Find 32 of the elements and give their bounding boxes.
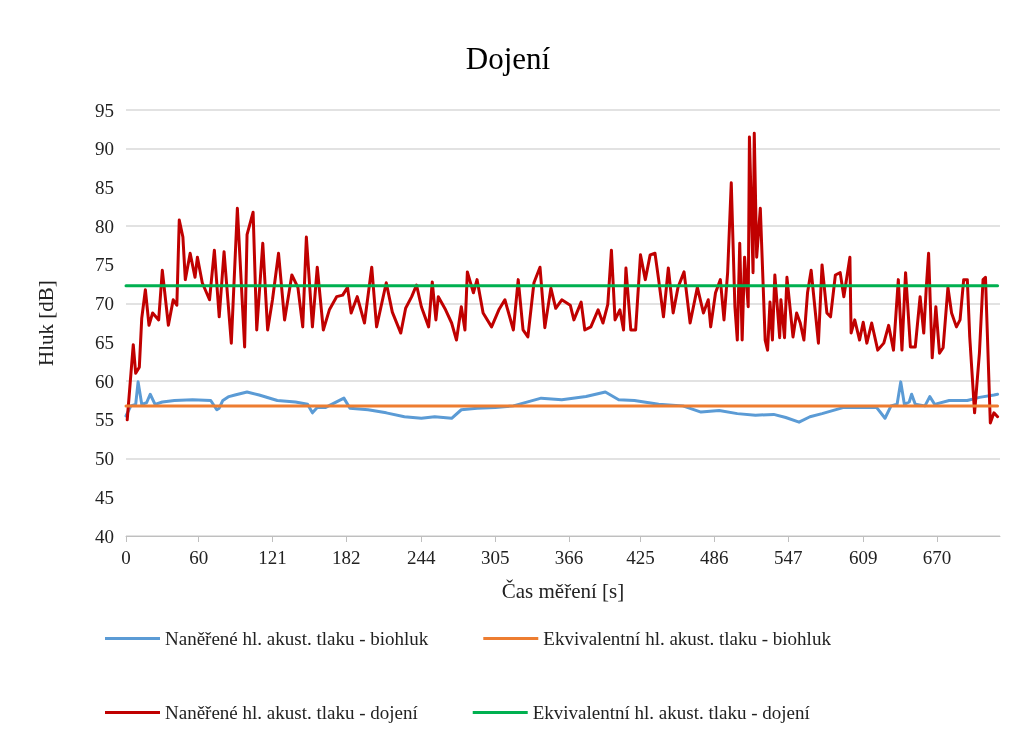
- x-tick-label: 547: [773, 547, 803, 568]
- y-axis-title: Hluk [dB]: [33, 280, 58, 366]
- y-tick-label: 45: [95, 486, 114, 508]
- x-tick-label: 425: [626, 547, 655, 568]
- y-tick-label: 90: [95, 138, 114, 160]
- x-tick-label: 670: [922, 547, 952, 568]
- x-tick-label: 305: [480, 547, 510, 568]
- x-tick-label: 60: [189, 547, 209, 568]
- y-tick-label: 55: [95, 409, 114, 431]
- x-tick-label: 366: [554, 547, 584, 568]
- y-tick-label: 70: [95, 293, 114, 315]
- x-axis-title: Čas měření [s]: [501, 578, 625, 603]
- x-tick-label: 486: [700, 547, 729, 568]
- x-tick-label: 244: [407, 547, 437, 568]
- y-tick-label: 95: [95, 99, 114, 121]
- y-tick-label: 60: [95, 370, 114, 392]
- y-tick-label: 50: [95, 448, 114, 470]
- y-tick-label: 85: [95, 176, 114, 198]
- y-tick-label: 40: [95, 525, 114, 547]
- line-series: [125, 131, 1000, 425]
- x-tick-label: 182: [332, 547, 361, 568]
- chart-title: Dojení: [465, 41, 551, 76]
- legend-label: Ekvivalentní hl. akust. tlaku - dojení: [532, 702, 811, 723]
- y-tick-label: 65: [95, 331, 114, 353]
- x-tick-label: 609: [848, 547, 878, 568]
- x-tick-label: 121: [258, 547, 287, 568]
- y-tick-label: 75: [95, 254, 114, 276]
- x-tick-label: 0: [121, 547, 131, 568]
- legend-label: Naněřené hl. akust. tlaku - biohluk: [165, 628, 429, 649]
- y-tick-label: 80: [95, 215, 114, 237]
- legend-label: Naněřené hl. akust. tlaku - dojení: [165, 702, 419, 723]
- legend-label: Ekvivalentní hl. akust. tlaku - biohluk: [543, 628, 832, 649]
